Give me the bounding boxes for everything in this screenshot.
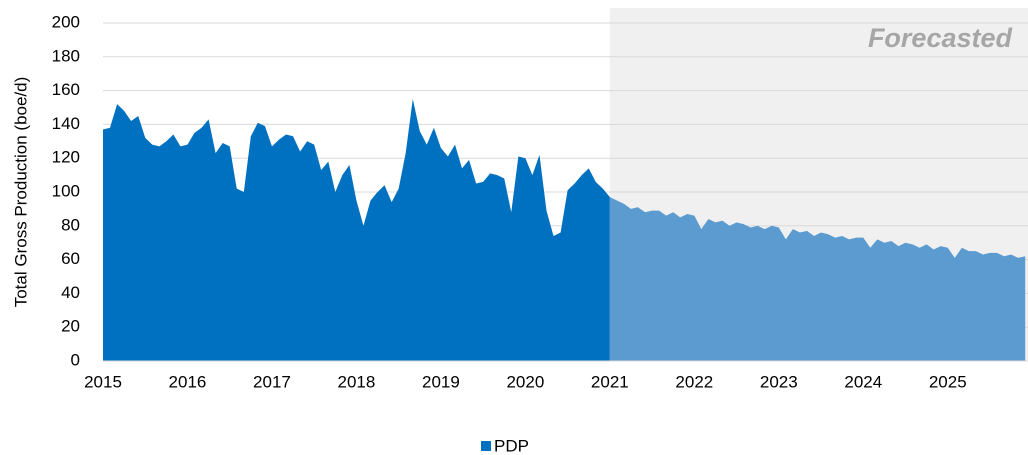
y-tick-label: 0 [71,350,80,369]
area-forecast [609,197,1026,361]
y-tick-label: 120 [52,148,80,167]
x-tick-label: 2015 [84,372,122,391]
y-tick-label: 60 [61,249,80,268]
x-tick-label: 2018 [338,372,376,391]
forecast-label: Forecasted [868,23,1013,53]
x-tick-label: 2022 [675,372,713,391]
y-tick-label: 140 [52,114,80,133]
x-tick-label: 2019 [422,372,460,391]
legend-label: PDP [494,436,529,455]
y-tick-label: 200 [52,12,80,31]
y-axis-label: Total Gross Production (boe/d) [11,77,30,308]
x-tick-label: 2025 [929,372,967,391]
x-tick-label: 2020 [506,372,544,391]
x-tick-label: 2023 [760,372,798,391]
y-tick-label: 100 [52,181,80,200]
x-tick-label: 2016 [169,372,207,391]
area-historical [103,99,610,362]
x-tick-label: 2021 [591,372,629,391]
y-tick-label: 20 [61,317,80,336]
x-tick-label: 2017 [253,372,291,391]
y-tick-label: 40 [61,283,80,302]
x-tick-label: 2024 [844,372,882,391]
y-tick-label: 180 [52,46,80,65]
y-tick-label: 160 [52,80,80,99]
legend-swatch [481,441,491,451]
y-tick-label: 80 [61,215,80,234]
